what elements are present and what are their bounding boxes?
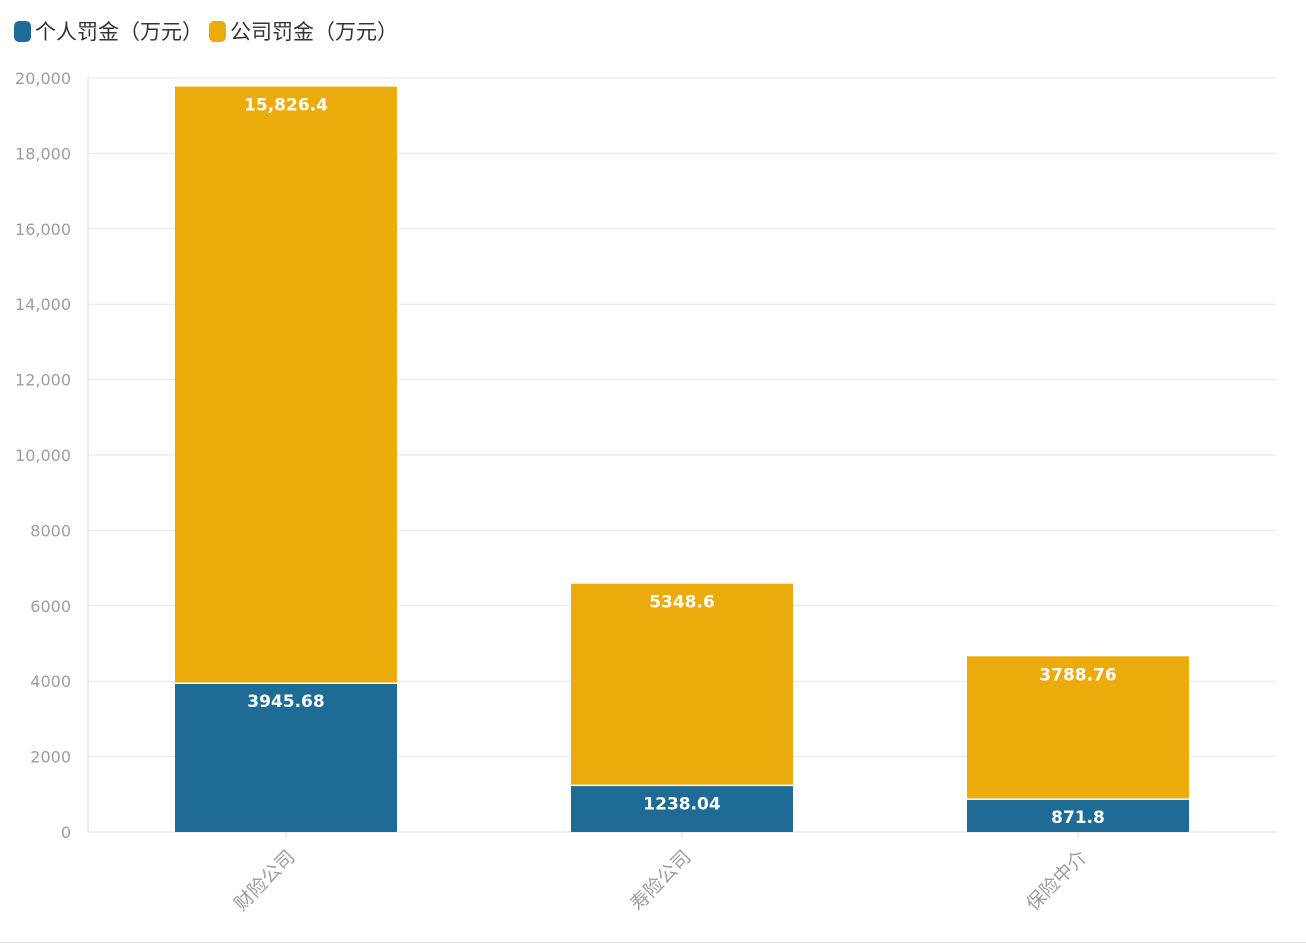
data-label-company-2: 5348.6 [649, 593, 715, 613]
data-label-personal-1: 3945.68 [247, 692, 324, 712]
bar-company-2 [571, 583, 793, 786]
y-tick-label: 16,000 [15, 220, 71, 239]
bottom-divider [0, 942, 1306, 943]
bar-company-1 [175, 86, 397, 684]
y-tick-label: 18,000 [15, 144, 71, 163]
legend-label-company: 公司罚金（万元） [230, 20, 398, 44]
legend-item-personal[interactable]: 个人罚金（万元） [14, 16, 203, 46]
y-tick-label: 4000 [30, 672, 71, 691]
legend-swatch-company [209, 20, 226, 42]
data-label-personal-2: 1238.04 [643, 794, 721, 814]
bar-personal-1 [175, 683, 397, 832]
data-label-company-1: 15,826.4 [244, 96, 328, 116]
data-label-personal-3: 871.8 [1051, 808, 1105, 828]
legend-item-company[interactable]: 公司罚金（万元） [209, 16, 398, 46]
chart-legend: 个人罚金（万元） 公司罚金（万元） [14, 16, 404, 46]
y-tick-label: 0 [61, 823, 71, 842]
legend-label-personal: 个人罚金（万元） [35, 20, 203, 44]
bar-company-3 [967, 656, 1189, 800]
bar-personal-3 [967, 799, 1189, 832]
y-tick-label: 2000 [30, 748, 71, 767]
x-category-label: 寿险公司 [626, 846, 695, 915]
data-label-company-3: 3788.76 [1039, 665, 1116, 685]
y-tick-label: 20,000 [15, 69, 71, 88]
y-tick-label: 6000 [30, 597, 71, 616]
y-tick-label: 12,000 [15, 371, 71, 390]
y-tick-label: 10,000 [15, 446, 71, 465]
bar-personal-2 [571, 785, 793, 832]
x-category-label: 保险中介 [1022, 846, 1091, 915]
y-tick-label: 8000 [30, 521, 71, 540]
x-category-label: 财险公司 [230, 846, 299, 915]
legend-swatch-personal [14, 20, 31, 42]
y-tick-label: 14,000 [15, 295, 71, 314]
